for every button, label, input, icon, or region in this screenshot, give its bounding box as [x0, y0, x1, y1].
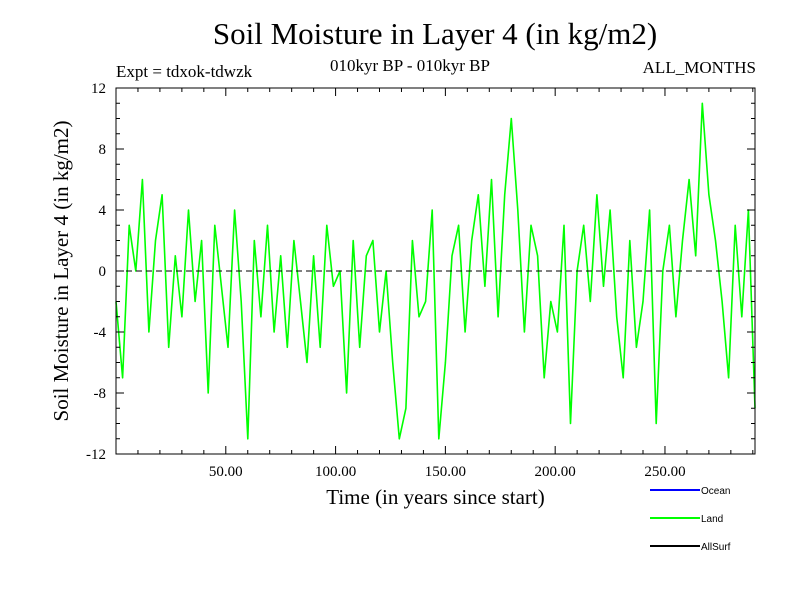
x-tick-label: 150.00: [425, 464, 466, 480]
y-tick-label: 0: [99, 264, 107, 280]
x-tick-label: 200.00: [535, 464, 576, 480]
months-label: ALL_MONTHS: [642, 58, 756, 77]
series-land-line: [115, 102, 756, 440]
y-tick-label: 12: [91, 81, 106, 97]
x-axis-title: Time (in years since start): [326, 485, 545, 509]
y-tick-label: 8: [99, 142, 107, 158]
y-tick-label: -12: [86, 447, 106, 463]
plot-area: [115, 87, 756, 455]
x-tick-label: 50.00: [209, 464, 243, 480]
y-tick-label: -8: [94, 386, 107, 402]
y-tick-label: 4: [99, 203, 107, 219]
legend-label-land: Land: [701, 514, 723, 525]
chart-title: Soil Moisture in Layer 4 (in kg/m2): [212, 16, 658, 51]
y-axis-title: Soil Moisture in Layer 4 (in kg/m2): [49, 121, 73, 422]
y-tick-label: -4: [94, 325, 107, 341]
period-label: 010kyr BP - 010kyr BP: [330, 56, 490, 75]
legend-label-allsurf: AllSurf: [701, 542, 731, 553]
experiment-label: Expt = tdxok-tdwzk: [116, 62, 253, 81]
legend-label-ocean: Ocean: [701, 486, 730, 497]
x-tick-label: 100.00: [315, 464, 356, 480]
legend: Ocean Land AllSurf: [650, 486, 731, 553]
x-tick-label: 250.00: [644, 464, 685, 480]
axis-ticks: 50.00 100.00 150.00 200.00 250.00 -12 -8 -4 0 4 8 1…: [86, 81, 755, 480]
